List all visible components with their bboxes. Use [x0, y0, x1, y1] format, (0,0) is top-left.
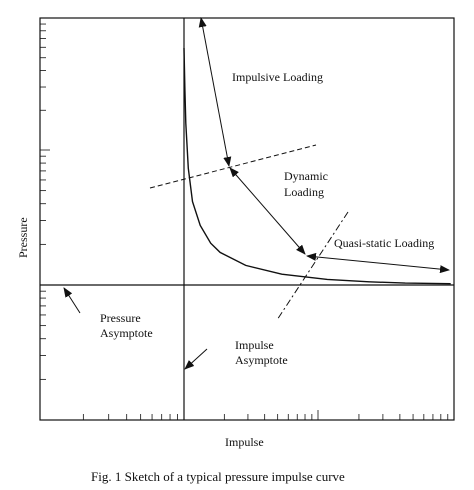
x-axis-label: Impulse	[225, 435, 264, 449]
dynamic-loading-label: Dynamic Loading	[284, 169, 328, 199]
impulse-asymptote-pointer	[184, 348, 208, 370]
quasistatic-loading-arrow	[306, 252, 450, 274]
impulsive-loading-arrow	[198, 17, 232, 167]
y-axis-ticks	[40, 17, 50, 380]
pressure-asymptote-label: Pressure Asymptote	[100, 311, 153, 340]
y-axis-label: Pressure	[16, 217, 30, 258]
impulse-asymptote-label: Impulse Asymptote	[235, 338, 288, 367]
pressure-impulse-curve	[183, 47, 451, 285]
quasistatic-loading-label: Quasi-static Loading	[334, 236, 434, 250]
dynamic-quasistatic-boundary	[276, 211, 349, 321]
x-axis-ticks	[82, 410, 455, 420]
pressure-asymptote-pointer	[63, 287, 81, 314]
impulsive-dynamic-boundary	[149, 144, 317, 189]
figure-caption: Fig. 1 Sketch of a typical pressure impu…	[91, 469, 345, 484]
impulsive-loading-label: Impulsive Loading	[232, 70, 323, 84]
plot-frame	[39, 17, 455, 421]
dynamic-loading-arrow	[229, 167, 306, 255]
